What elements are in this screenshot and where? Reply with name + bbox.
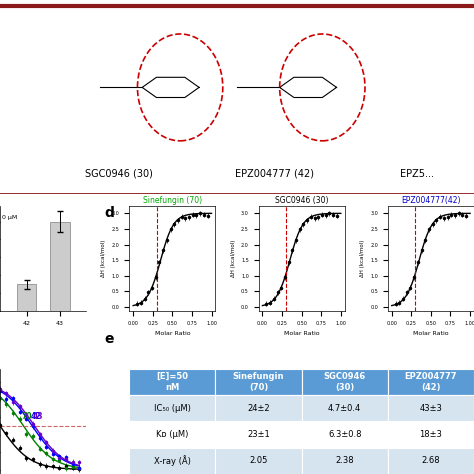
Text: 42: 42 <box>30 412 41 421</box>
Text: EPZ004777
(42): EPZ004777 (42) <box>405 372 457 392</box>
Title: Sinefungin (70): Sinefungin (70) <box>143 196 202 205</box>
Text: 2.68: 2.68 <box>421 456 440 465</box>
FancyBboxPatch shape <box>301 421 388 448</box>
Text: 43±3: 43±3 <box>419 404 442 413</box>
Text: 2.05: 2.05 <box>249 456 268 465</box>
Text: e: e <box>104 332 114 346</box>
FancyBboxPatch shape <box>388 369 474 395</box>
FancyBboxPatch shape <box>388 421 474 448</box>
FancyBboxPatch shape <box>216 395 301 421</box>
Title: SGC0946 (30): SGC0946 (30) <box>275 196 328 205</box>
Bar <box>17 284 36 311</box>
Text: Sinefungin
(70): Sinefungin (70) <box>233 372 284 392</box>
Text: Kᴅ (μM): Kᴅ (μM) <box>156 430 189 439</box>
Text: X-ray (Å): X-ray (Å) <box>154 456 191 466</box>
FancyBboxPatch shape <box>129 369 216 395</box>
Y-axis label: ΔH (kcal/mol): ΔH (kcal/mol) <box>360 240 365 277</box>
X-axis label: Molar Ratio: Molar Ratio <box>155 331 190 336</box>
Y-axis label: ΔH (kcal/mol): ΔH (kcal/mol) <box>230 240 236 277</box>
Text: 2.38: 2.38 <box>336 456 354 465</box>
Bar <box>50 221 70 311</box>
Text: [E]=50
nM: [E]=50 nM <box>156 372 188 392</box>
Y-axis label: ΔH (kcal/mol): ΔH (kcal/mol) <box>101 240 106 277</box>
Text: EPZ5...: EPZ5... <box>400 169 434 179</box>
X-axis label: Molar Ratio: Molar Ratio <box>284 331 319 336</box>
Title: EPZ004777(42): EPZ004777(42) <box>401 196 461 205</box>
FancyBboxPatch shape <box>216 448 301 474</box>
FancyBboxPatch shape <box>129 395 216 421</box>
FancyBboxPatch shape <box>388 395 474 421</box>
FancyBboxPatch shape <box>129 421 216 448</box>
Text: 24±2: 24±2 <box>247 404 270 413</box>
FancyBboxPatch shape <box>301 369 388 395</box>
FancyBboxPatch shape <box>388 448 474 474</box>
Text: 18±3: 18±3 <box>419 430 442 439</box>
FancyBboxPatch shape <box>129 448 216 474</box>
Text: 4.7±0.4: 4.7±0.4 <box>328 404 361 413</box>
Text: 70: 70 <box>22 412 32 421</box>
Text: d: d <box>104 206 114 220</box>
Text: 6.3±0.8: 6.3±0.8 <box>328 430 362 439</box>
Text: 23±1: 23±1 <box>247 430 270 439</box>
Text: IC₅₀ (μM): IC₅₀ (μM) <box>154 404 191 413</box>
Text: SGC0946
(30): SGC0946 (30) <box>324 372 366 392</box>
FancyBboxPatch shape <box>301 395 388 421</box>
FancyBboxPatch shape <box>216 421 301 448</box>
Text: 43: 43 <box>33 412 43 421</box>
FancyBboxPatch shape <box>216 369 301 395</box>
X-axis label: Molar Ratio: Molar Ratio <box>413 331 449 336</box>
Text: 0 µM: 0 µM <box>1 215 17 219</box>
Text: EPZ004777 (42): EPZ004777 (42) <box>236 169 314 179</box>
Text: SGC0946 (30): SGC0946 (30) <box>84 169 153 179</box>
FancyBboxPatch shape <box>301 448 388 474</box>
